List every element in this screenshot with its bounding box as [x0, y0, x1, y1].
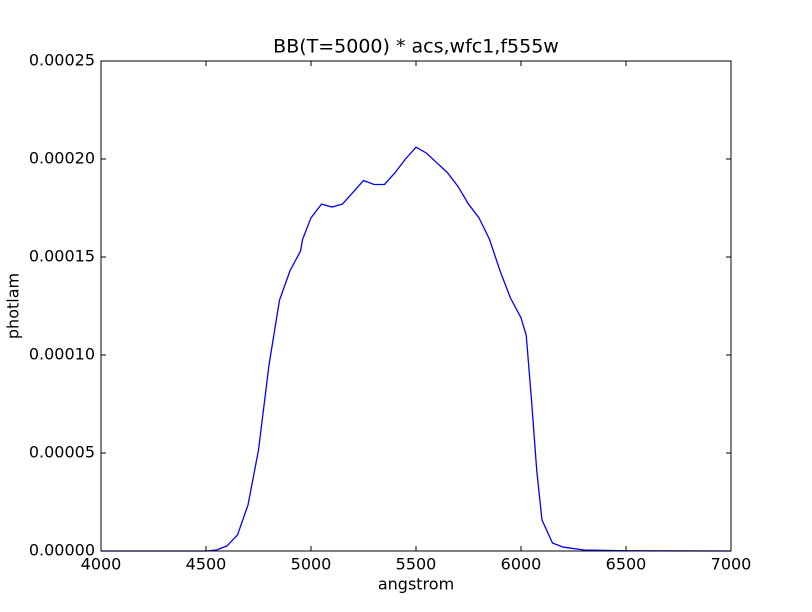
- y-tick-label: 0.00005: [29, 443, 95, 462]
- x-tick-label: 7000: [711, 555, 752, 574]
- chart-title: BB(T=5000) * acs,wfc1,f555w: [273, 36, 559, 58]
- y-tick-label: 0.00015: [29, 247, 95, 266]
- y-tick-label: 0.00010: [29, 345, 95, 364]
- x-tick-label: 5500: [396, 555, 437, 574]
- data-line: [101, 146, 732, 552]
- x-tick-label: 4500: [186, 555, 227, 574]
- x-tick-label: 4000: [81, 555, 122, 574]
- x-tick-label: 5000: [291, 555, 332, 574]
- x-tick-label: 6000: [501, 555, 542, 574]
- y-tick-label: 0.00020: [29, 149, 95, 168]
- x-axis-label: angstrom: [378, 575, 454, 594]
- y-tick-label: 0.00000: [29, 541, 95, 560]
- plot-frame: [100, 60, 732, 552]
- x-tick-label: 6500: [606, 555, 647, 574]
- y-axis-label: photlam: [4, 273, 23, 339]
- y-tick-label: 0.00025: [29, 51, 95, 70]
